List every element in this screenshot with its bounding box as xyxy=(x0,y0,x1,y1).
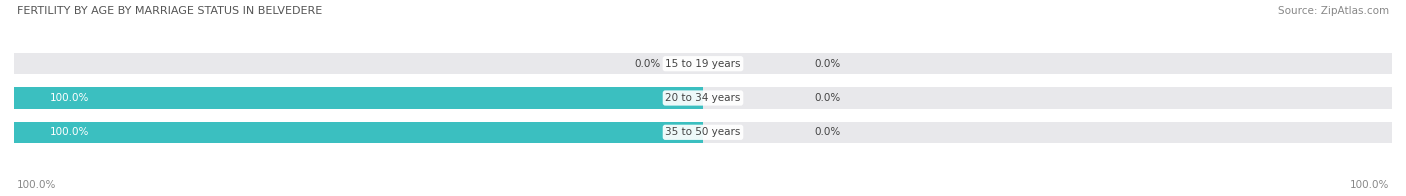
Bar xyxy=(703,122,1392,143)
Text: Source: ZipAtlas.com: Source: ZipAtlas.com xyxy=(1278,6,1389,16)
Text: 15 to 19 years: 15 to 19 years xyxy=(665,59,741,69)
Text: 20 to 34 years: 20 to 34 years xyxy=(665,93,741,103)
Bar xyxy=(14,122,703,143)
Bar xyxy=(14,122,703,143)
Text: 0.0%: 0.0% xyxy=(814,127,841,137)
Bar xyxy=(14,53,703,74)
Text: 0.0%: 0.0% xyxy=(814,93,841,103)
Bar xyxy=(703,87,1392,109)
Text: 100.0%: 100.0% xyxy=(1350,180,1389,190)
Text: 0.0%: 0.0% xyxy=(634,59,661,69)
Bar xyxy=(14,87,703,109)
Text: 100.0%: 100.0% xyxy=(49,127,89,137)
Text: 0.0%: 0.0% xyxy=(814,59,841,69)
Bar xyxy=(703,53,1392,74)
Bar xyxy=(14,87,703,109)
Text: 35 to 50 years: 35 to 50 years xyxy=(665,127,741,137)
Text: FERTILITY BY AGE BY MARRIAGE STATUS IN BELVEDERE: FERTILITY BY AGE BY MARRIAGE STATUS IN B… xyxy=(17,6,322,16)
Text: 100.0%: 100.0% xyxy=(49,93,89,103)
Text: 100.0%: 100.0% xyxy=(17,180,56,190)
